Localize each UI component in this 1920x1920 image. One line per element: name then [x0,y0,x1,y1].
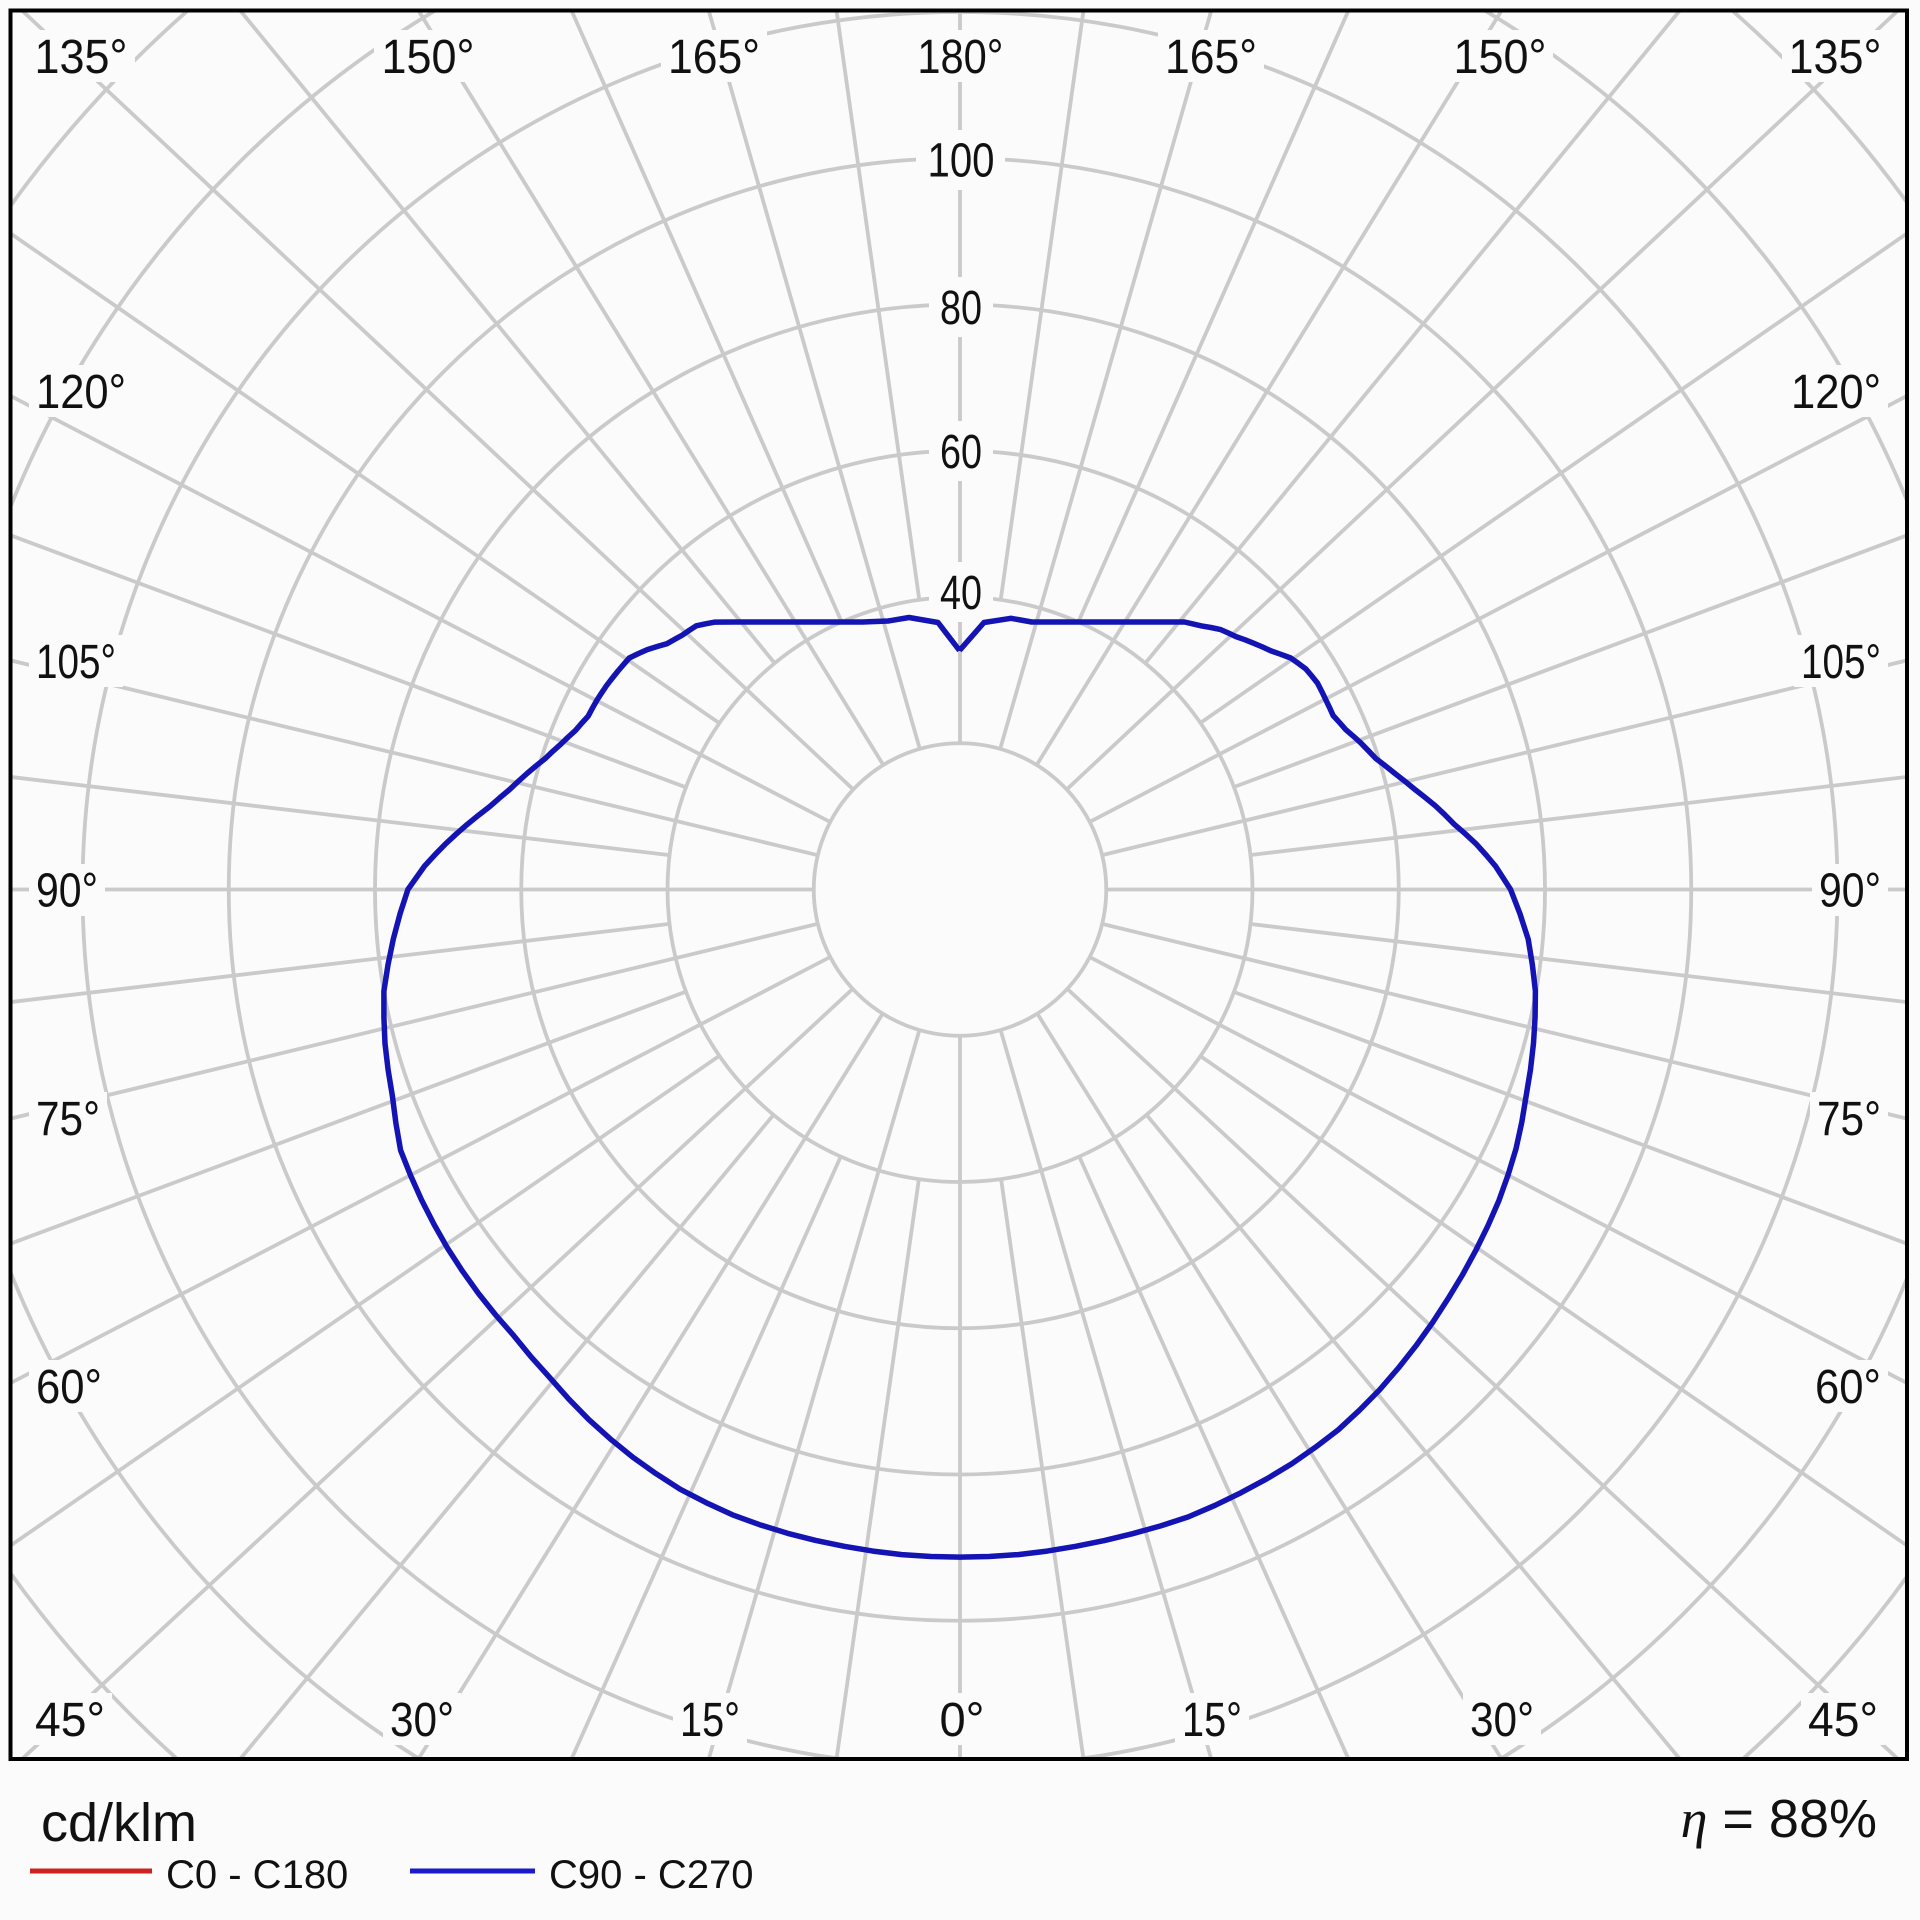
svg-text:15°: 15° [1182,1694,1242,1747]
svg-text:60: 60 [940,426,982,479]
svg-text:120°: 120° [1791,366,1881,419]
svg-text:C90 - C270: C90 - C270 [549,1853,754,1897]
svg-text:150°: 150° [382,31,475,84]
svg-text:135°: 135° [35,31,128,84]
svg-text:150°: 150° [1454,31,1547,84]
svg-text:η = 88%: η = 88% [1681,1789,1877,1849]
svg-text:75°: 75° [1817,1093,1881,1146]
svg-text:105°: 105° [36,636,116,689]
svg-text:15°: 15° [680,1694,740,1747]
svg-text:30°: 30° [390,1694,454,1747]
svg-text:165°: 165° [1165,31,1257,84]
svg-text:90°: 90° [36,865,98,918]
svg-text:60°: 60° [1815,1361,1881,1414]
svg-text:45°: 45° [1808,1694,1878,1747]
svg-text:120°: 120° [36,366,126,419]
svg-text:80: 80 [940,282,982,335]
svg-text:60°: 60° [36,1361,102,1414]
svg-text:100: 100 [928,135,995,188]
svg-text:40: 40 [940,567,982,620]
svg-text:90°: 90° [1819,865,1881,918]
svg-text:135°: 135° [1789,31,1882,84]
svg-text:0°: 0° [940,1694,985,1747]
svg-text:45°: 45° [35,1694,105,1747]
svg-text:165°: 165° [668,31,760,84]
svg-text:75°: 75° [36,1093,100,1146]
svg-text:C0 - C180: C0 - C180 [166,1853,348,1897]
svg-text:30°: 30° [1470,1694,1534,1747]
svg-text:180°: 180° [917,31,1003,84]
svg-text:105°: 105° [1801,636,1881,689]
svg-text:cd/klm: cd/klm [41,1793,197,1853]
